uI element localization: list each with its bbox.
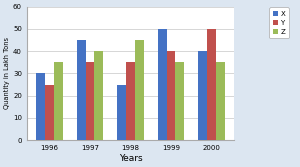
Bar — [54, 62, 63, 140]
Y-axis label: Quantity in Lakh Tons: Quantity in Lakh Tons — [4, 37, 10, 109]
Legend: X, Y, Z: X, Y, Z — [269, 8, 289, 38]
Bar — [176, 62, 184, 140]
Bar — [126, 62, 135, 140]
Bar — [198, 51, 207, 140]
Bar — [94, 51, 103, 140]
Bar — [216, 62, 225, 140]
Bar — [207, 29, 216, 140]
Bar — [158, 29, 166, 140]
Bar — [85, 62, 94, 140]
Bar — [45, 85, 54, 140]
Bar — [135, 40, 144, 140]
Bar — [36, 73, 45, 140]
Bar — [117, 85, 126, 140]
X-axis label: Years: Years — [119, 154, 142, 163]
Bar — [77, 40, 85, 140]
Bar — [167, 51, 176, 140]
